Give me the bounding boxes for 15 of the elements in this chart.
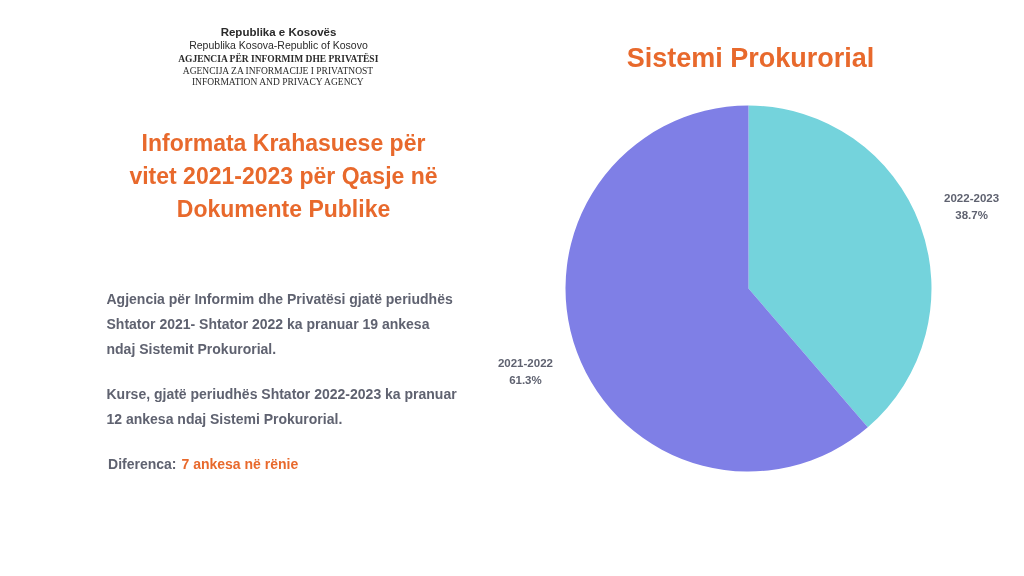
text: 7 ankesa në rënie (181, 455, 299, 472)
chart-title: Sistemi Prokurorial (626, 42, 875, 73)
data-label: 61.3% (509, 374, 542, 387)
slice-label: 2022-2023 (944, 191, 1000, 204)
text: AGJENCIA PËR INFORMIM DHE PRIVATËSI (178, 51, 379, 64)
text: Kurse, gjatë periudhës Shtator 2022-2023 ka pranuar 12 ankesa ndaj Sistemi Prokurorial. (106, 385, 458, 427)
text: Republika e Kosovës (220, 25, 337, 38)
slice-label: 2021-2022 (497, 357, 553, 370)
text: Agjencia për Informim dhe Privatësi gjatë periudhës Shtator 2021- Shtator 2022 ka pranuar 19 ankesa ndaj Sistemit Prokurorial. (106, 290, 453, 357)
text: AGENCIJA ZA INFORMACIJE I PRIVATNOST (182, 65, 374, 76)
text: INFORMATION AND PRIVACY AGENCY (191, 76, 364, 87)
data-label: 38.7% (955, 208, 988, 221)
text: Informata Krahasuese për vitet 2021-2023 për Qasje në Dokumente Publike (129, 129, 438, 222)
text: Republika Kosova-Republic of Kosovo (189, 38, 368, 51)
text: Diferenca: (108, 455, 177, 472)
